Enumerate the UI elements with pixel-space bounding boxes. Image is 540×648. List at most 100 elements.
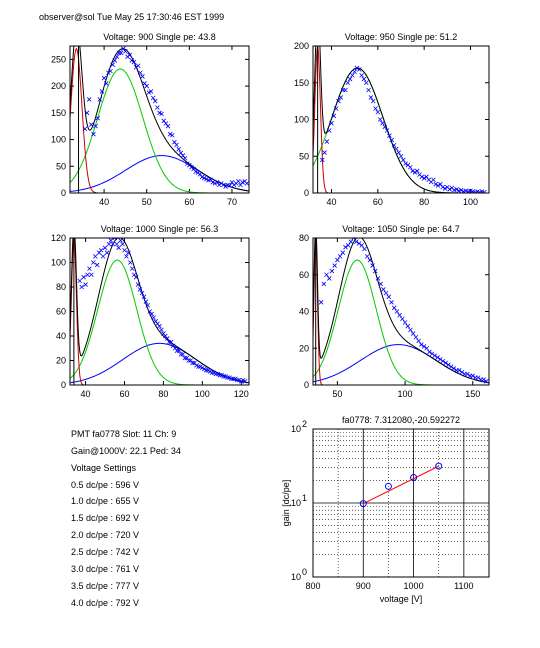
voltage-settings-title: Voltage Settings xyxy=(71,463,137,473)
data-point xyxy=(459,369,465,375)
data-point xyxy=(410,168,415,174)
data-point xyxy=(448,364,454,369)
data-point xyxy=(424,174,429,180)
pmt-info-line: PMT fa0778 Slot: 11 Ch: 9 xyxy=(71,429,177,439)
data-point xyxy=(174,348,180,353)
data-point xyxy=(242,379,248,384)
data-point xyxy=(397,312,402,318)
data-point xyxy=(139,290,145,296)
y-tick-label: 60 xyxy=(56,307,66,317)
data-point xyxy=(127,52,132,58)
x-tick-label: 900 xyxy=(356,581,371,591)
data-point xyxy=(138,70,143,76)
voltage-setting: 1.5 dc/pe : 692 V xyxy=(71,513,140,523)
data-point xyxy=(465,371,470,377)
data-point xyxy=(319,157,325,163)
data-point xyxy=(159,111,164,117)
chart-title: Voltage: 1000 Single pe: 56.3 xyxy=(101,224,219,234)
data-point xyxy=(79,284,84,290)
x-tick-label: 80 xyxy=(419,197,429,207)
y-tick-label: 10 xyxy=(291,572,301,582)
data-point xyxy=(116,245,121,251)
data-point xyxy=(196,364,201,369)
data-point xyxy=(370,263,375,268)
data-point xyxy=(129,266,135,271)
voltage-setting: 3.0 dc/pe : 761 V xyxy=(71,564,140,574)
data-point xyxy=(405,323,411,329)
y-tick-label: 80 xyxy=(56,282,66,292)
data-point xyxy=(141,294,147,300)
data-point xyxy=(363,80,369,86)
data-point xyxy=(180,352,186,357)
data-point xyxy=(354,239,359,244)
data-point xyxy=(432,353,438,358)
data-point xyxy=(446,362,451,368)
x-tick-label: 40 xyxy=(81,389,91,399)
y-tick-exponent: 0 xyxy=(302,567,307,577)
data-point xyxy=(362,246,367,252)
data-point xyxy=(340,250,346,255)
x-tick-label: 100 xyxy=(463,197,478,207)
data-point xyxy=(401,157,406,163)
pedestal-fit-curve xyxy=(313,46,489,193)
data-point xyxy=(152,98,158,104)
data-point xyxy=(217,372,223,378)
panel-frame xyxy=(312,45,490,194)
data-point xyxy=(400,316,405,322)
data-point xyxy=(170,132,175,138)
data-point xyxy=(345,243,351,248)
data-point xyxy=(324,139,330,144)
data-point xyxy=(396,150,401,155)
data-point xyxy=(333,106,339,111)
data-point xyxy=(326,276,332,281)
chart-title: Voltage: 900 Single pe: 43.8 xyxy=(103,32,216,42)
data-point xyxy=(386,294,392,300)
data-point xyxy=(378,281,383,287)
x-tick-label: 60 xyxy=(184,197,194,207)
data-point xyxy=(383,290,389,296)
plot-area xyxy=(70,238,249,385)
data-point xyxy=(155,105,160,110)
y-tick-label: 0 xyxy=(61,380,66,390)
y-tick-exponent: 2 xyxy=(302,419,307,429)
data-point xyxy=(133,274,139,280)
data-point xyxy=(414,168,420,174)
x-tick-label: 1100 xyxy=(454,581,473,591)
plot-area xyxy=(70,46,249,193)
data-point xyxy=(93,123,98,129)
data-point xyxy=(443,360,448,366)
data-point xyxy=(112,238,118,241)
data-point xyxy=(203,368,209,373)
data-point xyxy=(343,87,348,93)
data-point xyxy=(124,254,129,259)
panel-1: Voltage: 900 Single pe: 43.8 40 50 60 70 0 50 1… xyxy=(51,32,250,207)
y-tick-label: 40 xyxy=(299,307,309,317)
data-point xyxy=(359,243,365,248)
single-pe-fit-curve xyxy=(70,68,249,193)
data-point xyxy=(345,80,351,86)
data-point xyxy=(227,183,233,188)
gain-fit-line xyxy=(363,465,439,505)
data-point xyxy=(120,241,125,247)
data-point xyxy=(140,74,145,79)
data-point xyxy=(413,334,419,340)
data-point xyxy=(236,178,241,184)
y-tick-label: 80 xyxy=(299,233,309,243)
data-point xyxy=(322,150,327,155)
x-tick-label: 50 xyxy=(142,197,152,207)
data-point xyxy=(182,155,188,161)
y-axis-label: gain [dc/pe] xyxy=(281,480,291,527)
x-axis-label: voltage [V] xyxy=(380,594,423,604)
x-tick-label: 60 xyxy=(119,389,129,399)
data-point xyxy=(368,95,374,100)
data-point xyxy=(137,287,143,292)
gain-data-point xyxy=(410,474,418,482)
panel-4: Voltage: 1050 Single pe: 64.7 50 100 150 0 20… xyxy=(299,224,490,399)
data-point xyxy=(407,164,413,170)
data-point xyxy=(424,345,430,351)
single-pe-fit-curve xyxy=(313,67,489,193)
data-point xyxy=(102,245,108,251)
single-pe-fit-curve xyxy=(70,259,249,385)
gain-data-point xyxy=(384,482,392,490)
plot-area xyxy=(313,238,489,385)
